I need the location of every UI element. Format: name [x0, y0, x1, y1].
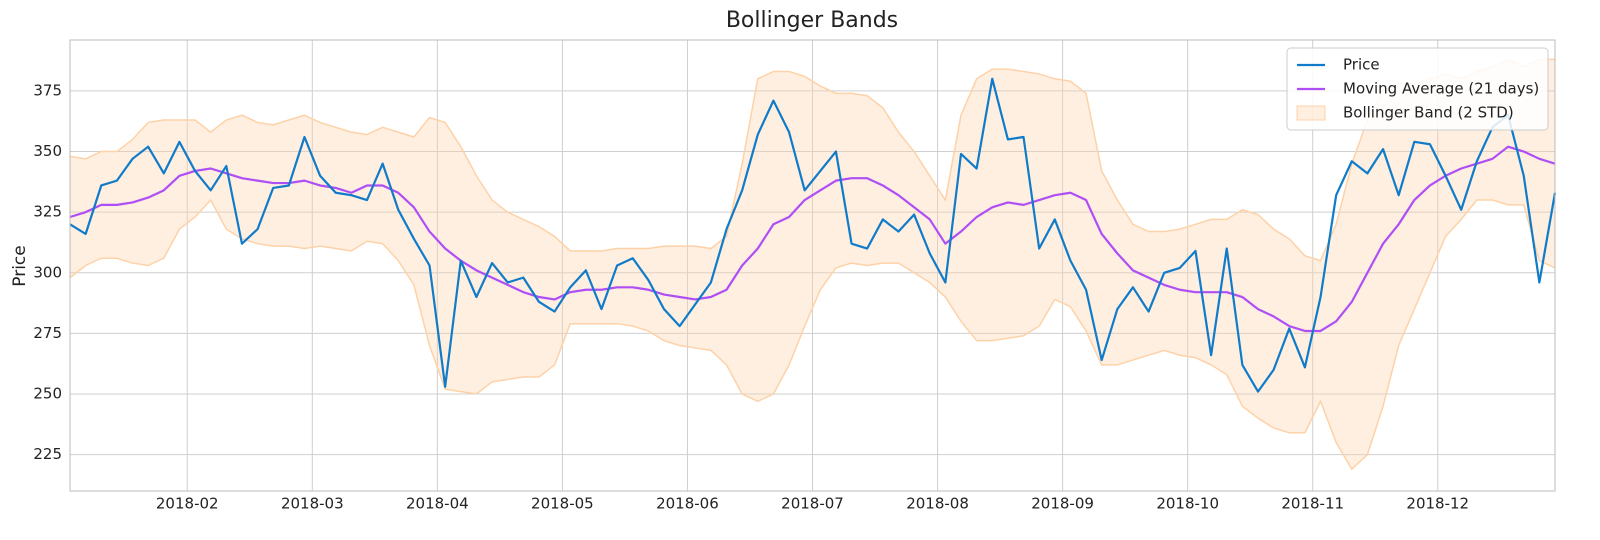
y-tick-label: 300 [33, 263, 62, 281]
y-tick-label: 225 [33, 445, 62, 463]
legend-label: Price [1343, 56, 1380, 74]
legend-box [1286, 47, 1549, 131]
x-tick-label: 2018-08 [906, 495, 969, 513]
x-tick-label: 2018-07 [781, 495, 844, 513]
x-tick-label: 2018-11 [1281, 495, 1344, 513]
x-tick-label: 2018-04 [406, 495, 469, 513]
y-tick-label: 250 [33, 385, 62, 403]
plot-frame [69, 39, 1556, 492]
series-line [69, 145, 1556, 333]
legend-label: Bollinger Band (2 STD) [1343, 104, 1514, 122]
x-tick-label: 2018-02 [156, 495, 219, 513]
y-tick-label: 350 [33, 142, 62, 160]
chart-title: Bollinger Bands [726, 8, 898, 33]
x-tick-label: 2018-06 [656, 495, 719, 513]
y-tick-label: 325 [33, 203, 62, 221]
x-tick-label: 2018-09 [1031, 495, 1094, 513]
y-tick-label: 375 [33, 81, 62, 99]
series-line [69, 77, 1557, 393]
x-tick-label: 2018-12 [1406, 495, 1469, 513]
band-edge [69, 198, 1556, 471]
y-tick-label: 275 [33, 324, 62, 342]
y-axis-label: Price [10, 245, 30, 286]
band-area [70, 59, 1555, 470]
legend-swatch [1296, 105, 1326, 121]
legend-label: Moving Average (21 days) [1343, 80, 1539, 98]
x-tick-label: 2018-10 [1156, 495, 1219, 513]
x-tick-label: 2018-05 [531, 495, 594, 513]
x-tick-label: 2018-03 [281, 495, 344, 513]
band-edge [69, 58, 1555, 262]
